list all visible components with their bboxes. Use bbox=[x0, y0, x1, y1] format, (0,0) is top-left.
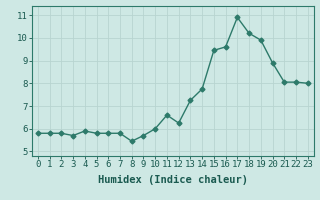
X-axis label: Humidex (Indice chaleur): Humidex (Indice chaleur) bbox=[98, 175, 248, 185]
